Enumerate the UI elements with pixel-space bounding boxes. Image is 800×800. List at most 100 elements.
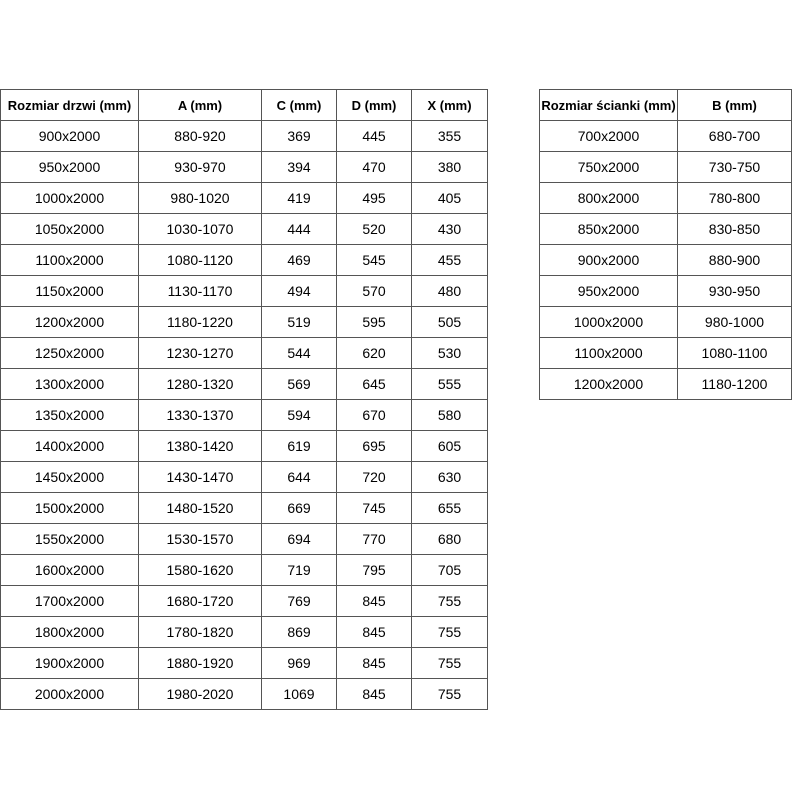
- table-cell: 1500x2000: [0, 492, 139, 524]
- table-cell: 930-970: [138, 151, 262, 183]
- table-cell: 845: [336, 585, 412, 617]
- table-cell: 455: [411, 244, 488, 276]
- table-row: 1000x2000 980-1020 419 495 405: [0, 182, 488, 214]
- table-cell: 845: [336, 616, 412, 648]
- table-cell: 1600x2000: [0, 554, 139, 586]
- table-cell: 1180-1200: [677, 368, 792, 400]
- table-row: 900x2000 880-920 369 445 355: [0, 120, 488, 152]
- table-cell: 950x2000: [0, 151, 139, 183]
- table-cell: 1580-1620: [138, 554, 262, 586]
- column-header: C (mm): [261, 89, 337, 121]
- table-cell: 1230-1270: [138, 337, 262, 369]
- table-row: 750x2000 730-750: [539, 151, 792, 183]
- header-row: Rozmiar ścianki (mm) B (mm): [539, 89, 792, 121]
- table-cell: 745: [336, 492, 412, 524]
- table-cell: 2000x2000: [0, 678, 139, 710]
- table-cell: 505: [411, 306, 488, 338]
- table-cell: 969: [261, 647, 337, 679]
- table-cell: 630: [411, 461, 488, 493]
- column-header: D (mm): [336, 89, 412, 121]
- table-row: 1150x2000 1130-1170 494 570 480: [0, 275, 488, 307]
- table-cell: 1680-1720: [138, 585, 262, 617]
- table-row: 1300x2000 1280-1320 569 645 555: [0, 368, 488, 400]
- table-cell: 355: [411, 120, 488, 152]
- table-cell: 695: [336, 430, 412, 462]
- table-cell: 480: [411, 275, 488, 307]
- table-cell: 1100x2000: [539, 337, 678, 369]
- table-cell: 1280-1320: [138, 368, 262, 400]
- column-header: Rozmiar drzwi (mm): [0, 89, 139, 121]
- table-cell: 419: [261, 182, 337, 214]
- table-cell: 719: [261, 554, 337, 586]
- table-cell: 1250x2000: [0, 337, 139, 369]
- table-cell: 720: [336, 461, 412, 493]
- table-cell: 470: [336, 151, 412, 183]
- table-row: 1200x2000 1180-1220 519 595 505: [0, 306, 488, 338]
- table-cell: 1780-1820: [138, 616, 262, 648]
- table-cell: 930-950: [677, 275, 792, 307]
- table-cell: 380: [411, 151, 488, 183]
- table-cell: 570: [336, 275, 412, 307]
- table-cell: 1880-1920: [138, 647, 262, 679]
- table-cell: 755: [411, 678, 488, 710]
- table-row: 950x2000 930-950: [539, 275, 792, 307]
- table-row: 1600x2000 1580-1620 719 795 705: [0, 554, 488, 586]
- table-row: 900x2000 880-900: [539, 244, 792, 276]
- table-cell: 1080-1100: [677, 337, 792, 369]
- table-cell: 1050x2000: [0, 213, 139, 245]
- table-cell: 1450x2000: [0, 461, 139, 493]
- table-cell: 900x2000: [539, 244, 678, 276]
- table-cell: 645: [336, 368, 412, 400]
- table-row: 2000x2000 1980-2020 1069 845 755: [0, 678, 488, 710]
- table-row: 1100x2000 1080-1120 469 545 455: [0, 244, 488, 276]
- table-cell: 880-920: [138, 120, 262, 152]
- table-cell: 1300x2000: [0, 368, 139, 400]
- table-cell: 530: [411, 337, 488, 369]
- table-cell: 1480-1520: [138, 492, 262, 524]
- table-row: 1050x2000 1030-1070 444 520 430: [0, 213, 488, 245]
- table-cell: 680-700: [677, 120, 792, 152]
- table-cell: 1700x2000: [0, 585, 139, 617]
- table-cell: 730-750: [677, 151, 792, 183]
- table-cell: 1069: [261, 678, 337, 710]
- table-cell: 755: [411, 647, 488, 679]
- wall-size-table: Rozmiar ścianki (mm) B (mm) 700x2000 680-7…: [539, 89, 792, 400]
- table-cell: 800x2000: [539, 182, 678, 214]
- table-cell: 619: [261, 430, 337, 462]
- table-cell: 1150x2000: [0, 275, 139, 307]
- table-cell: 769: [261, 585, 337, 617]
- table-cell: 770: [336, 523, 412, 555]
- table-cell: 1030-1070: [138, 213, 262, 245]
- table-cell: 980-1020: [138, 182, 262, 214]
- table-cell: 705: [411, 554, 488, 586]
- table-cell: 520: [336, 213, 412, 245]
- column-header: Rozmiar ścianki (mm): [539, 89, 678, 121]
- table-cell: 369: [261, 120, 337, 152]
- table-cell: 595: [336, 306, 412, 338]
- column-header: A (mm): [138, 89, 262, 121]
- table-cell: 1000x2000: [0, 182, 139, 214]
- table-row: 850x2000 830-850: [539, 213, 792, 245]
- table-row: 1250x2000 1230-1270 544 620 530: [0, 337, 488, 369]
- table-cell: 1400x2000: [0, 430, 139, 462]
- table-cell: 880-900: [677, 244, 792, 276]
- door-size-table: Rozmiar drzwi (mm) A (mm) C (mm) D (mm) X (m…: [0, 89, 488, 710]
- table-cell: 594: [261, 399, 337, 431]
- table-cell: 755: [411, 585, 488, 617]
- table-cell: 850x2000: [539, 213, 678, 245]
- table-cell: 620: [336, 337, 412, 369]
- column-header: B (mm): [677, 89, 792, 121]
- table-cell: 1130-1170: [138, 275, 262, 307]
- table-cell: 900x2000: [0, 120, 139, 152]
- table-cell: 694: [261, 523, 337, 555]
- table-cell: 1100x2000: [0, 244, 139, 276]
- table-cell: 544: [261, 337, 337, 369]
- table-cell: 394: [261, 151, 337, 183]
- table-cell: 430: [411, 213, 488, 245]
- table-cell: 644: [261, 461, 337, 493]
- table-row: 1400x2000 1380-1420 619 695 605: [0, 430, 488, 462]
- table-cell: 845: [336, 647, 412, 679]
- table-cell: 755: [411, 616, 488, 648]
- table-cell: 545: [336, 244, 412, 276]
- table-cell: 980-1000: [677, 306, 792, 338]
